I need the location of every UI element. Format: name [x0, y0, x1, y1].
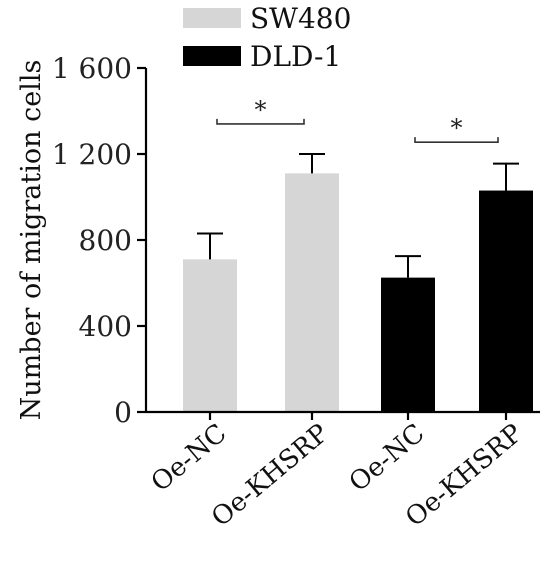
legend-label-sw480: SW480	[250, 2, 351, 35]
y-axis: 0 400 800 1 200 1 600	[52, 52, 148, 429]
y-axis-label: Number of migration cells	[16, 60, 47, 421]
significance-markers: **	[216, 96, 499, 143]
y-tick-label: 0	[114, 396, 132, 429]
legend-label-dld-1: DLD-1	[250, 40, 341, 73]
bar-sw480-oe-nc	[183, 259, 237, 412]
significance-bracket	[216, 118, 305, 125]
significance-bracket	[414, 137, 499, 143]
legend: SW480 DLD-1	[183, 2, 351, 73]
y-tick-label: 1 600	[52, 52, 132, 85]
legend-swatch-sw480	[183, 8, 241, 28]
x-tick-label: Oe-NC	[344, 418, 431, 498]
error-bar	[299, 153, 325, 174]
legend-swatch-dld-1	[183, 46, 241, 66]
error-bar	[395, 255, 421, 278]
y-tick-label: 1 200	[52, 138, 132, 171]
bar-dld-1-oe-khsrp	[479, 190, 533, 412]
error-bar	[197, 232, 223, 260]
y-tick-label: 400	[79, 310, 132, 343]
significance-star: *	[255, 96, 267, 124]
x-tick-label: Oe-NC	[146, 418, 233, 498]
bar-dld-1-oe-nc	[381, 277, 435, 412]
bars	[183, 153, 533, 412]
error-bar	[493, 162, 519, 191]
y-tick-label: 800	[79, 224, 132, 257]
significance-star: *	[451, 114, 463, 142]
bar-sw480-oe-khsrp	[285, 173, 339, 412]
